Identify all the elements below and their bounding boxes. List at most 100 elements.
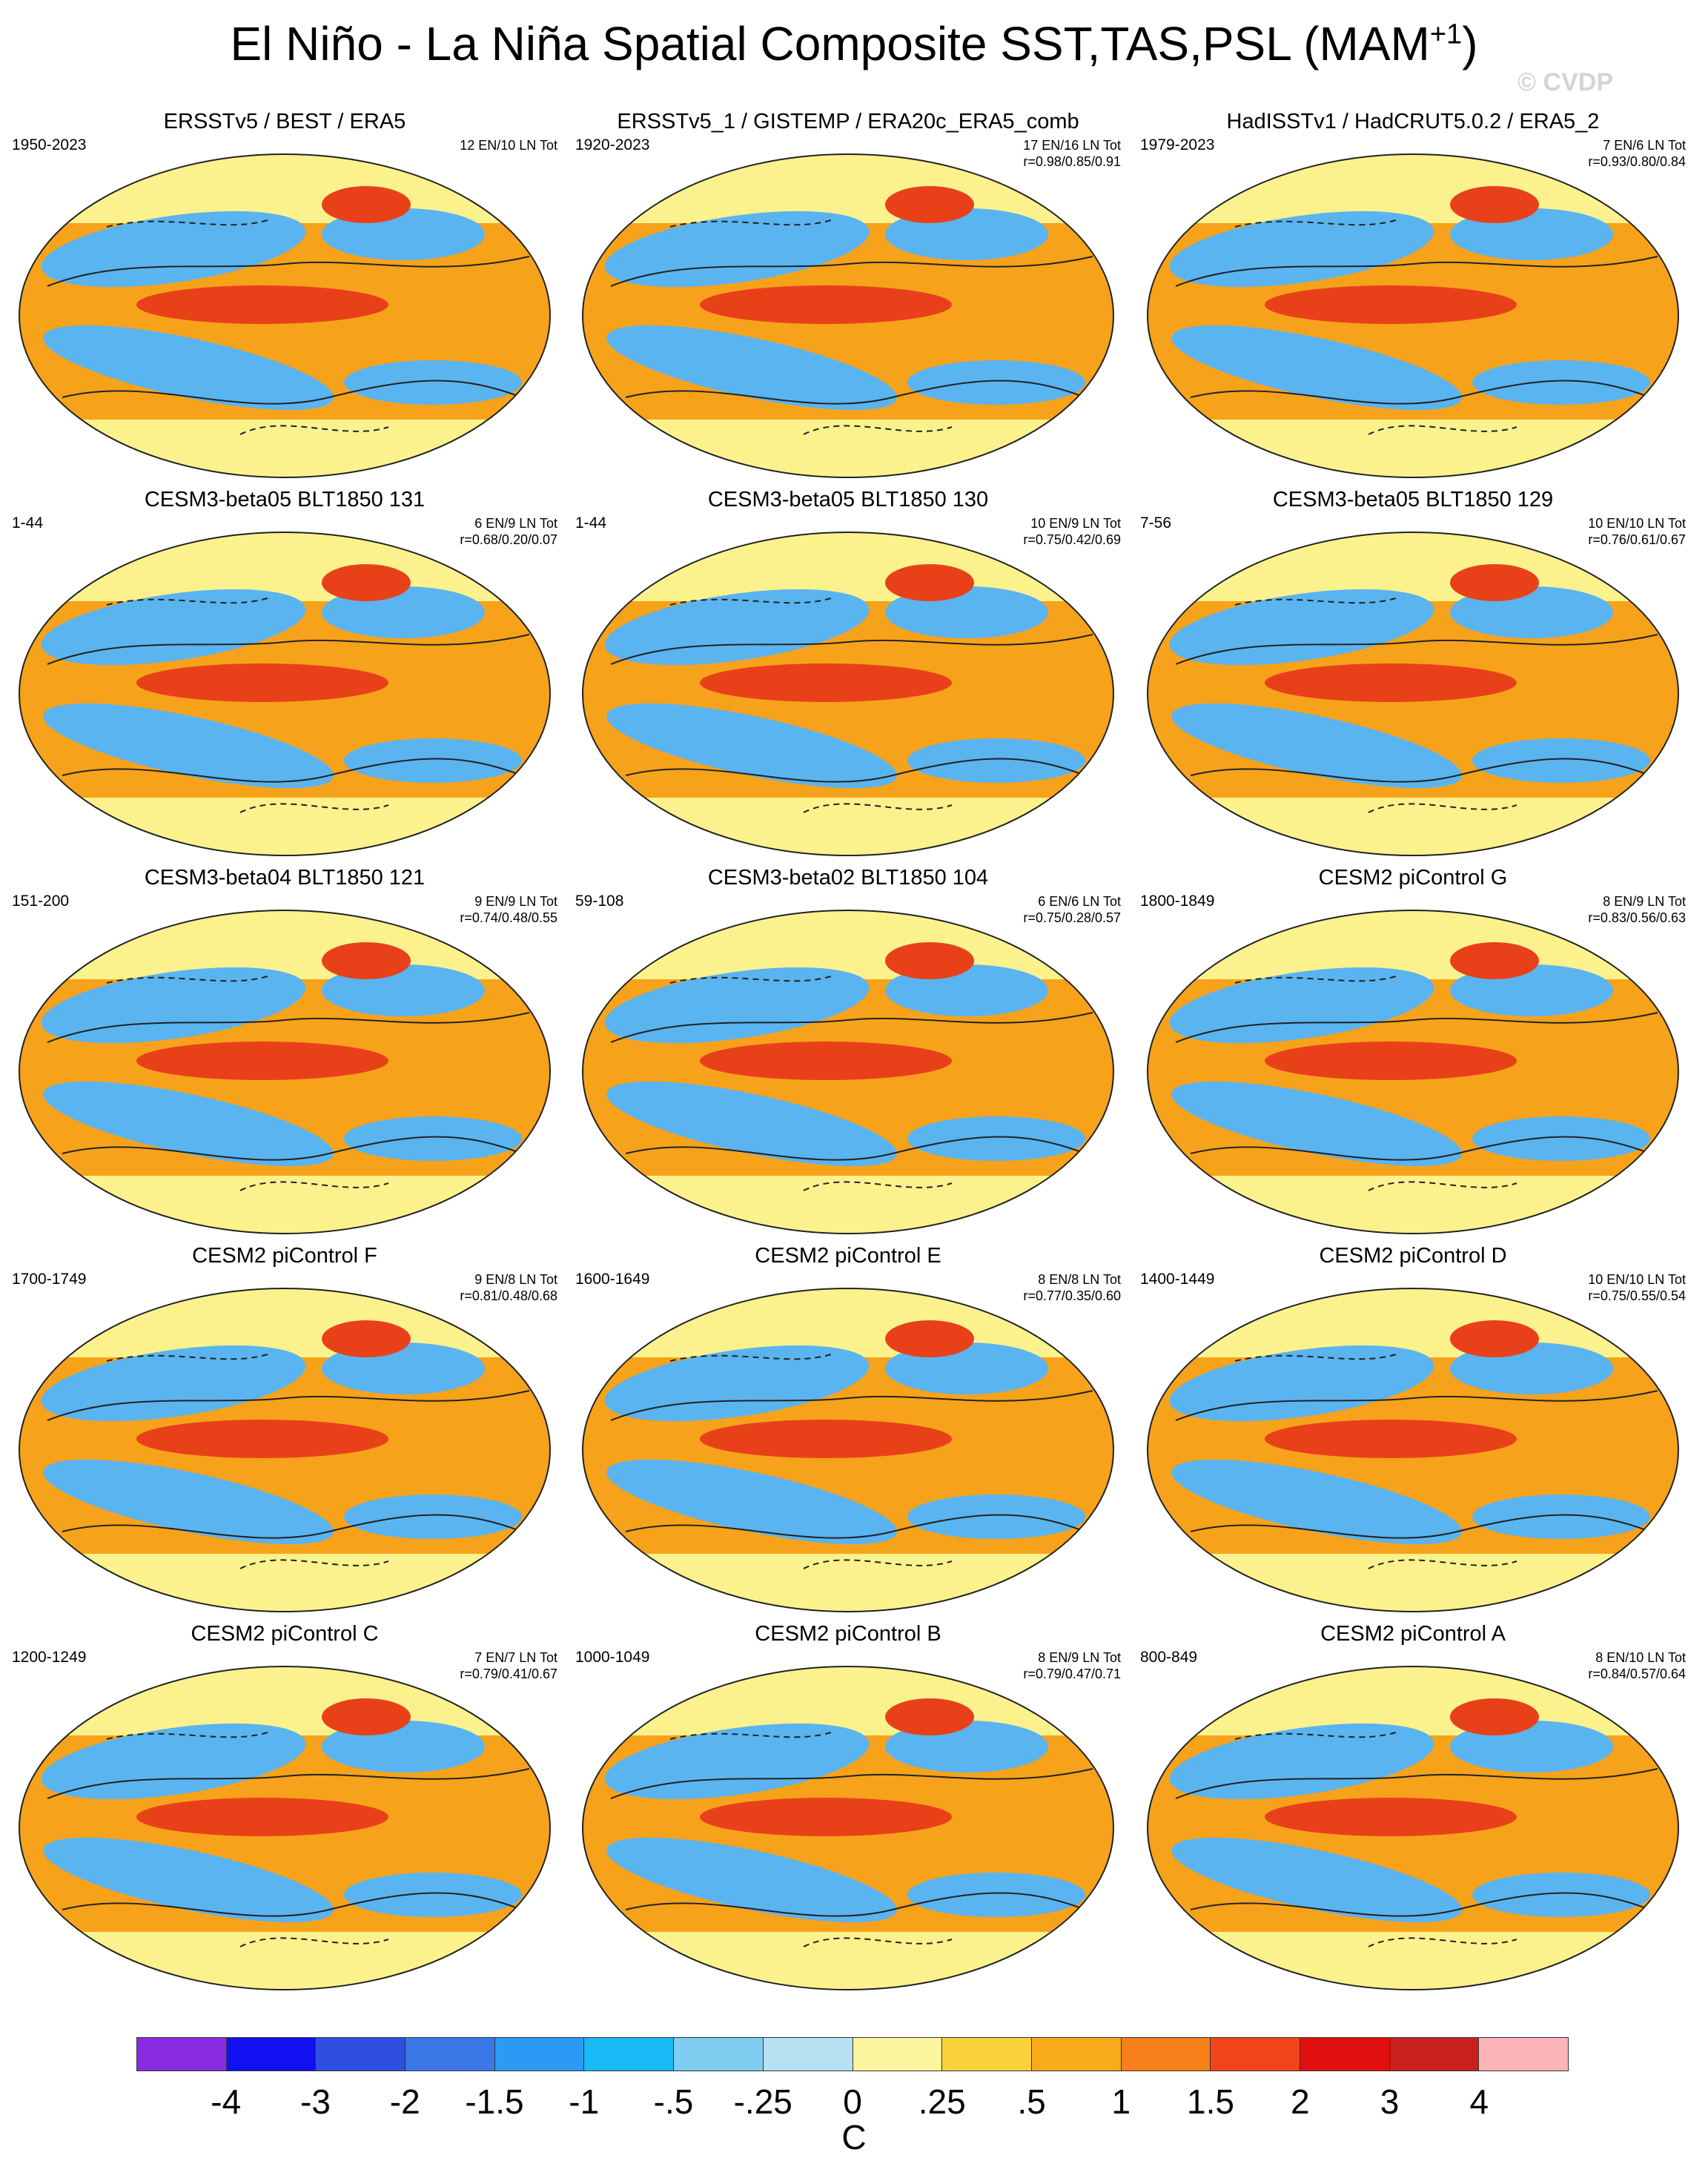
global-map [582,153,1114,478]
global-map [19,1288,551,1612]
panel-years: 59-108 [575,893,624,910]
map-outline [582,153,1114,478]
psl-contour-negative [106,219,271,228]
psl-contour [1175,1390,1658,1421]
colorbar-swatch [494,2038,585,2071]
cool-anomaly-north-pacific [604,211,870,288]
colorbar-tick-label: -2 [389,2082,420,2121]
psl-contour-negative [803,803,953,813]
panel-event-counts: 8 EN/9 LN Tot [1603,894,1686,909]
psl-contour [625,1514,1086,1539]
psl-contour-negative [1368,425,1517,435]
panel-correlations: r=0.74/0.48/0.55 [460,910,557,925]
map-outline [582,532,1114,856]
cool-anomaly-north-pacific [41,1345,306,1422]
colorbar-tick-label: 4 [1469,2082,1489,2121]
colorbar-tick-label: .25 [918,2082,966,2121]
psl-contour [625,1892,1086,1917]
warm-anomaly-north-america [1450,1698,1539,1735]
polar-band-south [1148,1554,1678,1612]
cool-anomaly-north-pacific [1169,1723,1434,1800]
cool-anomaly-south-atlantic [1472,738,1650,783]
panel-correlations: r=0.75/0.42/0.69 [1023,532,1121,547]
warm-anomaly-north-america [885,564,974,601]
colorbar-swatch [316,2038,406,2071]
polar-band-north [583,910,1113,979]
psl-contour-negative [669,219,834,228]
global-map [19,532,551,856]
polar-band-south [583,1176,1113,1234]
cool-anomaly-south-pacific [1171,703,1462,789]
cool-anomaly-south-atlantic [1472,360,1650,405]
panel-years: 1-44 [12,514,44,532]
panel-title: ERSSTv5 / BEST / ERA5 [163,110,406,133]
psl-contour [610,1768,1093,1799]
panel-title: ERSSTv5_1 / GISTEMP / ERA20c_ERA5_comb [617,110,1079,133]
panel-title: CESM2 piControl G [1318,866,1508,890]
cool-anomaly-south-atlantic [344,360,522,405]
colorbar-swatch [406,2038,495,2071]
colorbar-tick-label: -1.5 [465,2082,524,2121]
cool-anomaly-south-pacific [606,1081,897,1167]
panel-correlations: r=0.79/0.41/0.67 [460,1666,557,1681]
panel-event-counts: 8 EN/8 LN Tot [1038,1272,1121,1287]
map-panel: CESM3-beta04 BLT1850 121 151-200 9 EN/9 LN… [6,866,563,1242]
panel-event-counts: 8 EN/10 LN Tot [1595,1650,1686,1665]
warm-anomaly-north-america [1450,942,1539,979]
colorbar-swatch [853,2038,943,2071]
colorbar-swatch [226,2038,317,2071]
panel-years: 1-44 [575,514,607,532]
colorbar-swatch [674,2038,764,2071]
panel-title: CESM2 piControl B [755,1622,941,1646]
el-nino-warm-tongue [1265,1420,1517,1458]
warm-anomaly-north-america [885,1698,974,1735]
psl-contour-negative [239,425,389,435]
map-outline [1147,910,1679,1234]
colorbar-tick-label: -.25 [733,2082,792,2121]
psl-contour-negative [1368,803,1517,813]
psl-contour-negative [106,597,271,606]
panel-title: CESM2 piControl D [1319,1244,1507,1268]
psl-contour [47,256,530,287]
psl-contour-negative [239,1559,389,1569]
map-outline [1147,1666,1679,1990]
colorbar-swatch [1211,2038,1300,2071]
cool-anomaly-south-atlantic [1472,1873,1650,1917]
panel-years: 1700-1749 [12,1271,87,1288]
el-nino-warm-tongue [136,1798,388,1836]
psl-contour-negative [803,425,953,435]
cool-anomaly-south-atlantic [907,1495,1085,1539]
colorbar-swatch [1121,2038,1211,2071]
panel-title: CESM3-beta05 BLT1850 131 [144,488,426,512]
colorbar-tick-label: -1 [569,2082,600,2121]
cool-anomaly-south-pacific [43,1459,334,1545]
panel-title: CESM3-beta04 BLT1850 121 [144,866,426,890]
polar-band-south [19,1932,550,1990]
map-outline [582,910,1114,1234]
psl-contour [610,256,1093,287]
panel-years: 1400-1449 [1140,1271,1215,1288]
polar-band-south [583,420,1113,477]
psl-contour [1175,1012,1658,1043]
polar-band-north [19,532,550,601]
polar-band-north [1148,910,1678,979]
colorbar-tick-label: -.5 [653,2082,694,2121]
cool-anomaly-south-atlantic [1472,1495,1650,1539]
colorbar-swatch [1300,2038,1390,2071]
polar-band-north [583,1666,1113,1735]
map-outline [19,153,551,478]
panel-years: 1000-1049 [575,1649,650,1666]
map-outline [1147,1288,1679,1612]
polar-band-south [583,1554,1113,1612]
cool-anomaly-north-pacific [1169,1345,1434,1422]
warm-anomaly-north-america [885,186,974,223]
cool-anomaly-south-atlantic [907,360,1085,405]
map-outline [582,1666,1114,1990]
panel-correlations: r=0.98/0.85/0.91 [1023,154,1121,169]
panel-correlations: r=0.93/0.80/0.84 [1588,154,1686,169]
panel-correlations: r=0.76/0.61/0.67 [1588,532,1686,547]
global-map [19,910,551,1234]
colorbar-swatch [763,2038,853,2071]
warm-anomaly-north-america [322,1320,411,1357]
polar-band-south [19,420,550,477]
